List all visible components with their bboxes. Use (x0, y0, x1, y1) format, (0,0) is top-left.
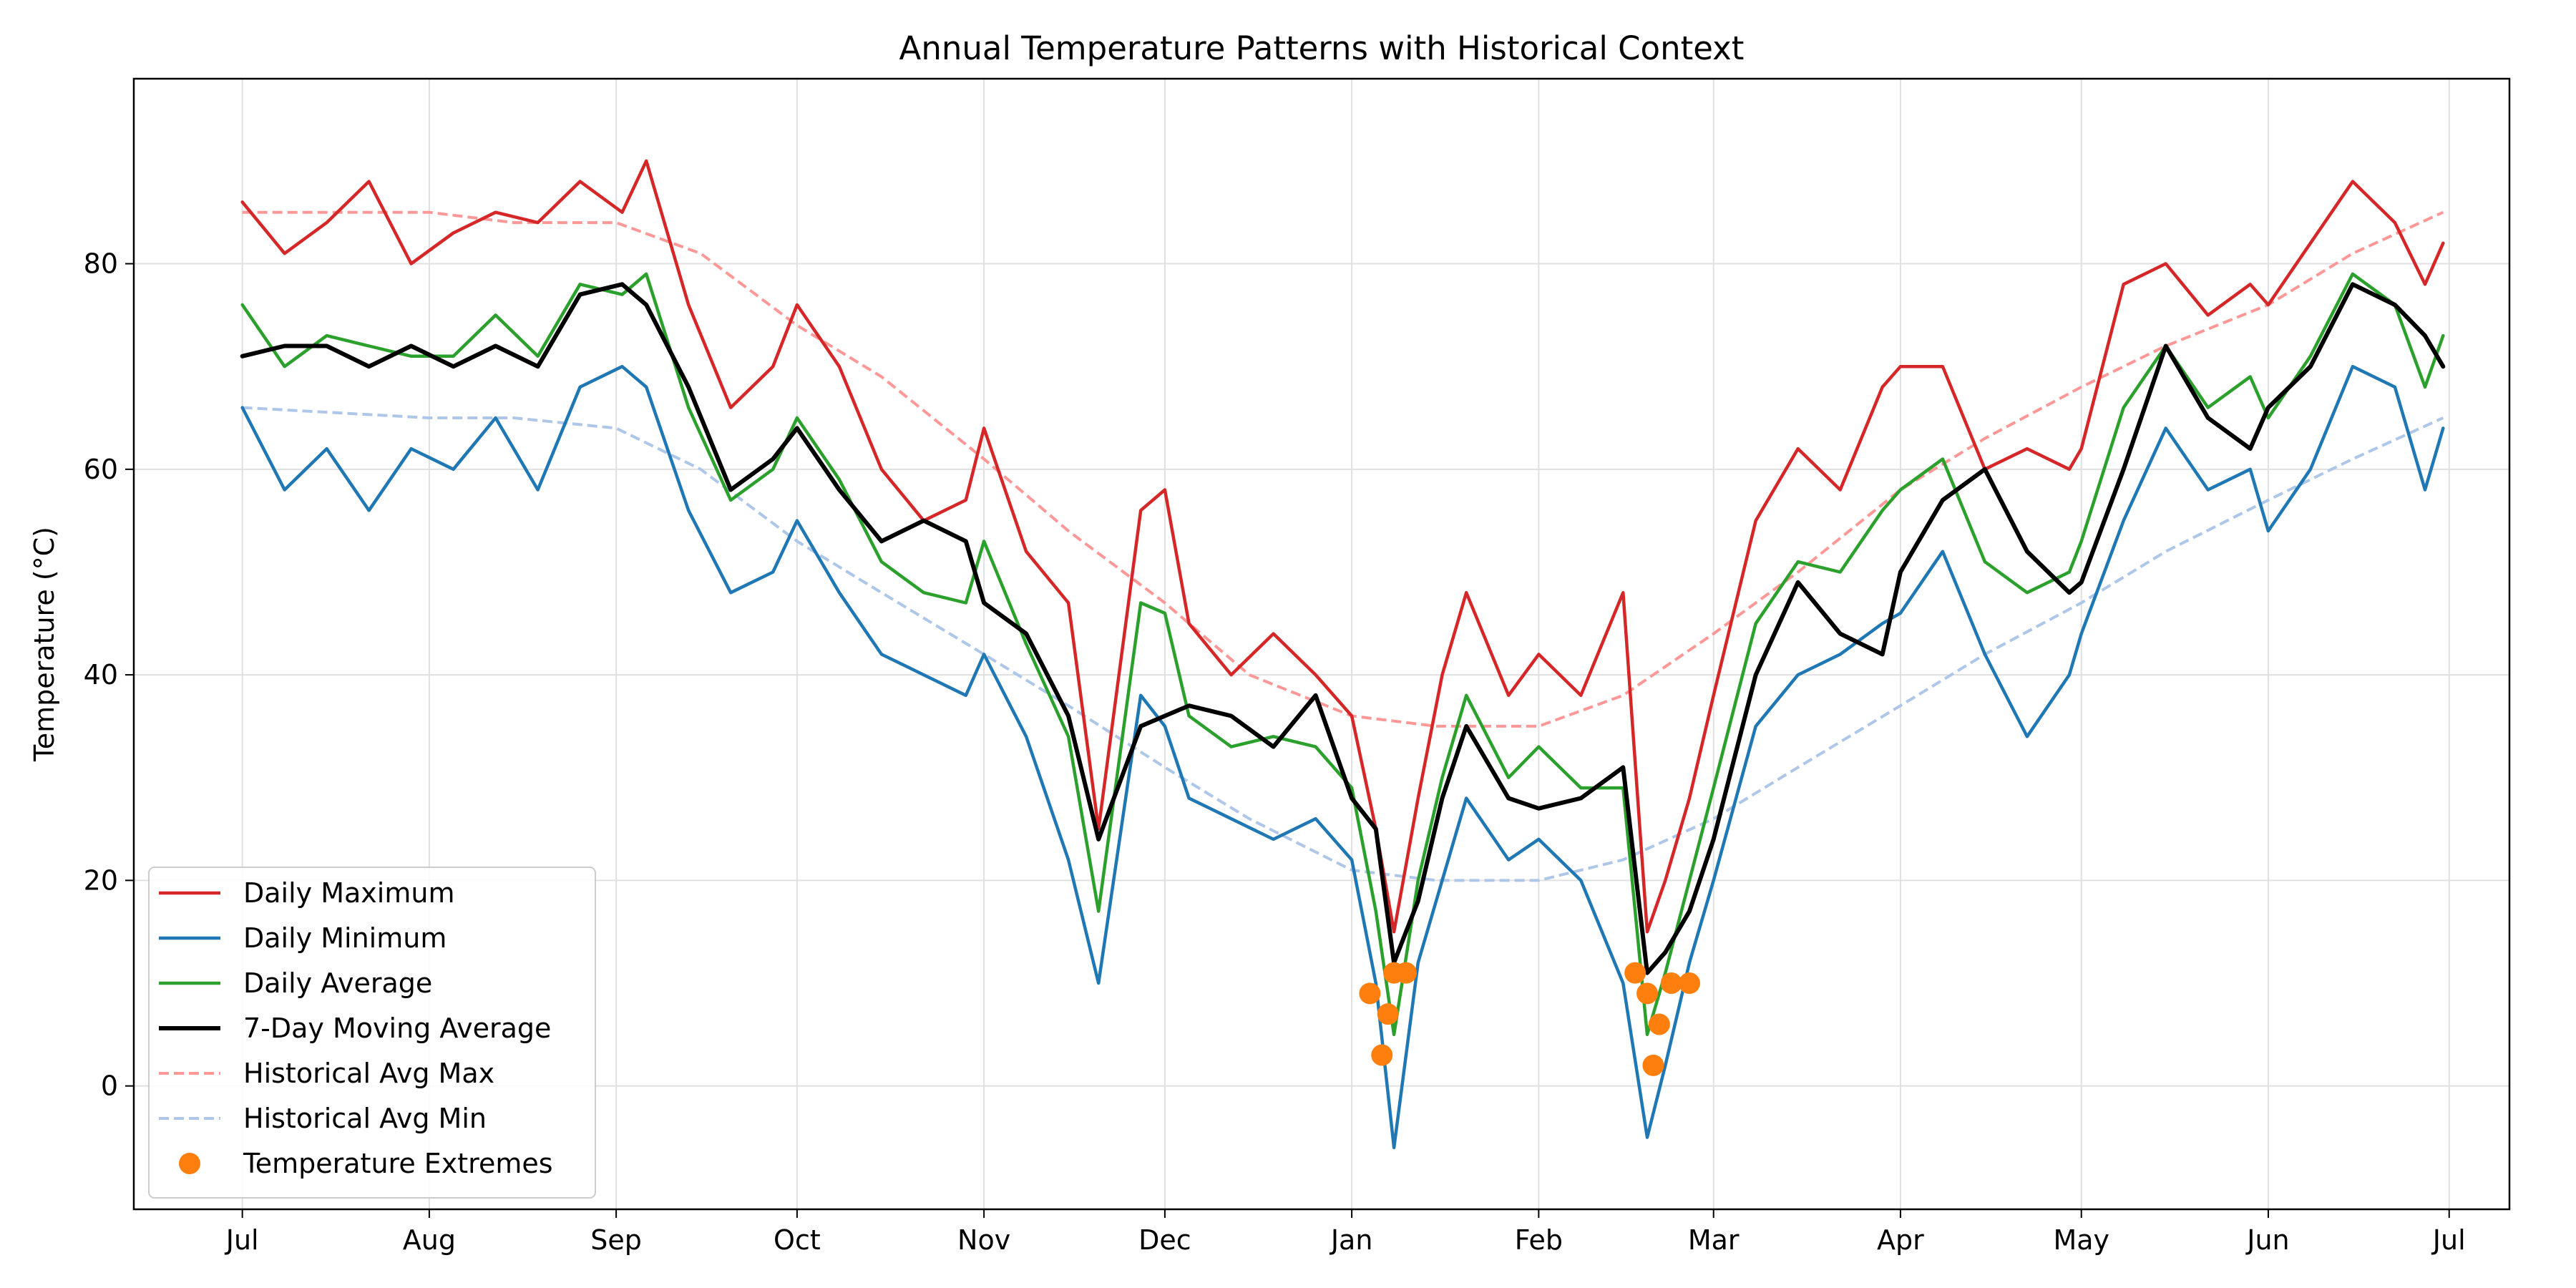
grid-lines (134, 79, 2509, 1209)
series-line-avg (240, 272, 2445, 1037)
x-tick-label: Jan (1330, 1224, 1373, 1256)
x-axis: Jul Aug Sep Oct Nov Dec Jan Feb Mar Apr May Jun Jul (225, 1209, 2466, 1256)
legend: Daily Maximum Daily Minimum Daily Average 7… (148, 867, 596, 1199)
extreme-point (1642, 1054, 1664, 1076)
series-line-min (240, 364, 2445, 1150)
x-tick-label: Feb (1515, 1224, 1563, 1256)
x-tick-label: Jul (2431, 1224, 2466, 1256)
extreme-point (1395, 962, 1417, 984)
y-tick-label: 20 (84, 864, 118, 896)
x-tick-label: Mar (1688, 1224, 1740, 1256)
y-tick-label: 80 (84, 248, 118, 280)
legend-label: Daily Minimum (243, 922, 447, 954)
x-tick-label: Dec (1138, 1224, 1191, 1256)
x-tick-label: Oct (774, 1224, 821, 1256)
legend-marker-extremes (179, 1153, 200, 1174)
y-axis-label: Temperature (°C) (29, 527, 60, 762)
legend-label: Historical Avg Min (243, 1103, 487, 1134)
extreme-point (1624, 962, 1646, 984)
plot-area-frame (132, 77, 2511, 1211)
x-tick-label: Aug (403, 1224, 456, 1256)
series-line-hist-max (242, 210, 2444, 728)
x-tick-label: Apr (1877, 1224, 1924, 1256)
y-axis: 0 20 40 60 80 (84, 248, 134, 1102)
chart-title: Annual Temperature Patterns with Histori… (899, 29, 1745, 67)
extreme-point (1636, 982, 1659, 1005)
legend-label: 7-Day Moving Average (243, 1013, 551, 1044)
legend-label: Historical Avg Max (243, 1058, 494, 1089)
extreme-point (1648, 1013, 1670, 1035)
extreme-point (1371, 1044, 1393, 1066)
series-layer (240, 159, 2446, 1150)
x-tick-label: Nov (957, 1224, 1010, 1256)
extreme-point (1377, 1003, 1399, 1025)
legend-label: Daily Maximum (243, 877, 454, 909)
extreme-point (1660, 972, 1682, 994)
y-tick-label: 40 (84, 659, 118, 691)
legend-label: Daily Average (243, 967, 432, 999)
x-tick-label: Jun (2245, 1224, 2289, 1256)
x-tick-label: Jul (225, 1224, 259, 1256)
extreme-point (1679, 972, 1701, 994)
extreme-point (1359, 982, 1381, 1005)
y-tick-label: 60 (84, 454, 118, 485)
y-tick-label: 0 (101, 1070, 118, 1102)
x-tick-label: Sep (590, 1224, 642, 1256)
series-line-max (240, 159, 2445, 934)
legend-box (148, 867, 596, 1199)
legend-label: Temperature Extremes (243, 1148, 553, 1179)
x-tick-label: May (2053, 1224, 2109, 1256)
